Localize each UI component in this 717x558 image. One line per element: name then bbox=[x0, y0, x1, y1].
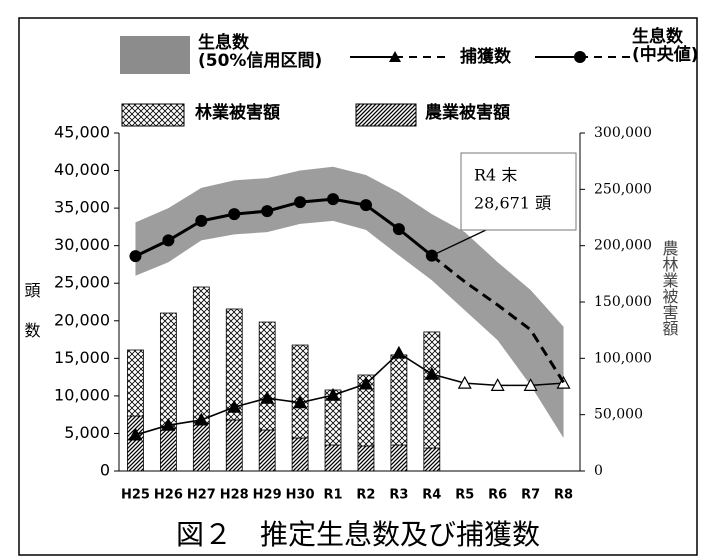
bar bbox=[324, 444, 342, 472]
marker bbox=[556, 375, 571, 389]
legend-marker bbox=[574, 51, 586, 63]
y-tick-label: 40,000 bbox=[54, 160, 110, 179]
marker bbox=[457, 375, 472, 389]
bar bbox=[127, 415, 144, 472]
bar bbox=[192, 286, 210, 424]
marker bbox=[326, 387, 341, 401]
legend-label: 生息数 (中央値) bbox=[632, 27, 699, 65]
ci-band bbox=[135, 166, 564, 438]
bar bbox=[357, 445, 375, 472]
marker bbox=[293, 395, 308, 409]
marker bbox=[260, 390, 275, 404]
annotation-box bbox=[460, 152, 577, 231]
marker bbox=[161, 417, 176, 431]
x-tick-label: R7 bbox=[521, 488, 540, 503]
annotation-text: 28,671 頭 bbox=[474, 194, 551, 213]
legend-swatch bbox=[120, 36, 190, 74]
y-tick-label: 5,000 bbox=[64, 423, 110, 442]
marker bbox=[294, 196, 307, 209]
marker bbox=[195, 214, 208, 227]
y-tick-label: 20,000 bbox=[54, 310, 110, 329]
y2-axis-label: 農林業被害額 bbox=[660, 240, 679, 336]
y2-tick-label: 250,000 bbox=[594, 181, 652, 197]
bar bbox=[225, 308, 243, 421]
x-tick-label: H29 bbox=[253, 488, 282, 503]
x-tick-label: R5 bbox=[455, 488, 474, 503]
frame bbox=[18, 17, 698, 556]
bar bbox=[357, 374, 375, 447]
bar bbox=[225, 419, 243, 472]
legend-marker bbox=[389, 51, 401, 62]
x-tick-label: R3 bbox=[389, 488, 408, 503]
y-tick-label: 0 bbox=[100, 461, 110, 480]
x-tick-label: R2 bbox=[356, 488, 375, 503]
line bbox=[134, 197, 433, 258]
marker bbox=[391, 345, 406, 359]
bar bbox=[390, 354, 408, 446]
y-tick-label: 45,000 bbox=[54, 123, 110, 142]
x-tick-label: H25 bbox=[121, 488, 150, 503]
x-tick-label: H30 bbox=[286, 488, 315, 503]
bar bbox=[258, 429, 276, 472]
legend-label: 農業被害額 bbox=[425, 103, 510, 123]
x-tick-label: H28 bbox=[220, 488, 249, 503]
marker bbox=[392, 223, 405, 236]
marker bbox=[358, 376, 373, 390]
legend-swatch bbox=[355, 103, 417, 127]
marker bbox=[162, 234, 175, 247]
x-tick-label: H27 bbox=[187, 488, 216, 503]
y-tick-label: 25,000 bbox=[54, 273, 110, 292]
y-tick-label: 10,000 bbox=[54, 385, 110, 404]
bar bbox=[159, 427, 177, 472]
y-axis-label: 頭数 bbox=[22, 282, 41, 362]
annotation-text: R4 末 bbox=[474, 166, 517, 185]
legend-label: 林業被害額 bbox=[195, 103, 280, 123]
annotation-leader bbox=[431, 229, 487, 257]
x-tick-label: R8 bbox=[554, 488, 573, 503]
bar bbox=[291, 344, 309, 439]
forecast-line bbox=[430, 254, 565, 384]
x-tick-label: R1 bbox=[324, 488, 343, 503]
marker bbox=[261, 205, 274, 218]
y2-tick-label: 50,000 bbox=[594, 407, 643, 423]
marker bbox=[228, 208, 241, 221]
marker bbox=[490, 378, 505, 391]
marker bbox=[128, 427, 143, 441]
y2-tick-label: 300,000 bbox=[594, 125, 652, 141]
marker bbox=[327, 193, 340, 206]
bar bbox=[258, 321, 276, 431]
legend-swatch bbox=[121, 103, 185, 127]
marker bbox=[227, 399, 242, 413]
line bbox=[135, 352, 433, 436]
marker bbox=[359, 199, 372, 212]
marker bbox=[424, 366, 439, 380]
y2-tick-label: 100,000 bbox=[594, 350, 652, 366]
legend-label: 生息数 (50%信用区間) bbox=[198, 33, 323, 71]
x-tick-label: R6 bbox=[488, 488, 507, 503]
y2-tick-label: 0 bbox=[594, 463, 603, 479]
marker bbox=[129, 250, 142, 263]
bar bbox=[127, 349, 144, 417]
y-tick-label: 15,000 bbox=[54, 348, 110, 367]
x-tick-label: R4 bbox=[422, 488, 441, 503]
bar bbox=[291, 437, 309, 472]
bar bbox=[423, 331, 441, 449]
marker bbox=[523, 378, 538, 391]
bar bbox=[423, 447, 441, 472]
chart-title: 図２ 推定生息数及び捕獲数 bbox=[176, 518, 540, 551]
y2-tick-label: 200,000 bbox=[594, 238, 652, 254]
y2-tick-label: 150,000 bbox=[594, 294, 652, 310]
bar bbox=[390, 444, 408, 472]
legend-label: 捕獲数 bbox=[460, 47, 511, 67]
x-tick-label: H26 bbox=[154, 488, 183, 503]
bar bbox=[159, 312, 177, 429]
y-tick-label: 35,000 bbox=[54, 198, 110, 217]
bar bbox=[192, 422, 210, 472]
marker bbox=[194, 412, 209, 426]
y-tick-label: 30,000 bbox=[54, 235, 110, 254]
